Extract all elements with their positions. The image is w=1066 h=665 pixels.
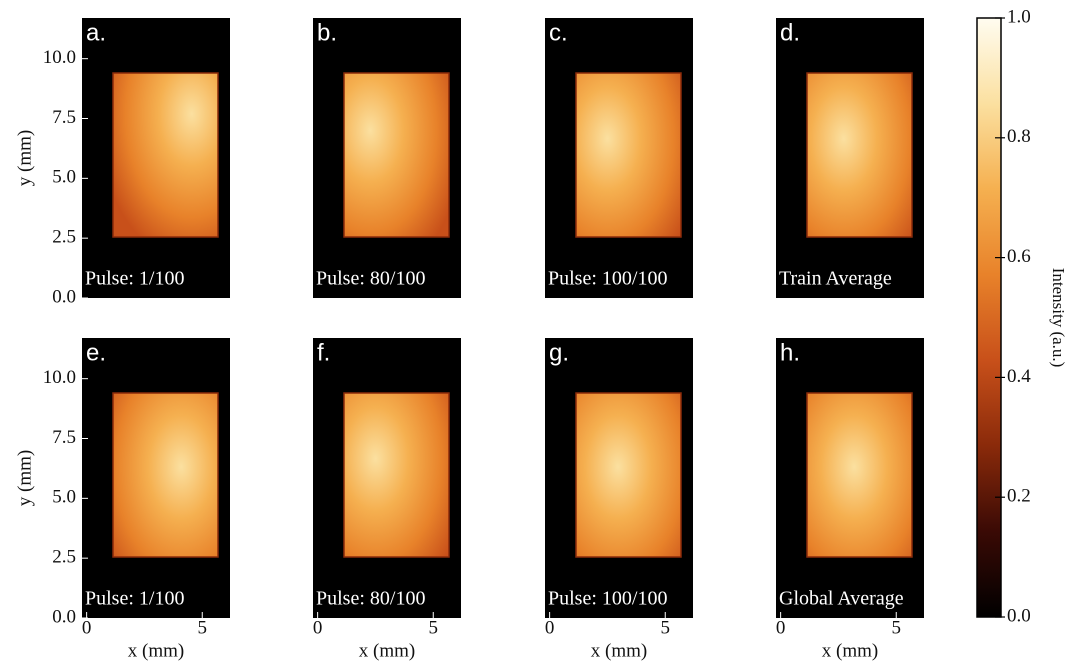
panel-caption: Pulse: 1/100 [85,588,184,610]
x-tick-label: 5 [892,617,902,638]
colorbar-tick-label: 0.8 [1007,126,1031,147]
panel-caption: Pulse: 100/100 [548,588,667,610]
panel-caption: Pulse: 80/100 [316,588,425,610]
y-tick-label: 7.5 [52,107,76,128]
y-tick-label: 7.5 [52,427,76,448]
colorbar [977,18,1001,617]
x-axis-label: x (mm) [128,640,184,661]
x-tick-label: 0 [82,617,92,638]
x-tick-label: 0 [776,617,786,638]
y-tick-label: 5.0 [52,487,76,508]
x-axis-label: x (mm) [822,640,878,661]
panel-caption: Pulse: 80/100 [316,268,425,290]
y-tick-label: 5.0 [52,167,76,188]
panel-label: b. [317,19,337,46]
colorbar-tick-label: 0.4 [1007,366,1031,387]
sample-image [344,393,449,557]
panel-label: f. [317,339,330,366]
sample-image [576,393,681,557]
colorbar-tick-label: 0.6 [1007,246,1031,267]
y-axis-label: y (mm) [14,130,35,186]
sample-image [113,393,218,557]
panel-caption: Global Average [779,588,904,610]
y-tick-label: 10.0 [43,367,76,388]
y-tick-label: 2.5 [52,547,76,568]
sample-image [807,73,912,237]
y-tick-label: 0.0 [52,606,76,627]
panel-label: c. [549,19,568,46]
panel-label: g. [549,339,569,366]
panel-caption: Train Average [779,268,892,290]
panel-label: a. [86,19,106,46]
x-tick-label: 5 [661,617,671,638]
figure: a. Pulse: 1/100 0.0 2.5 5.0 7.5 10.0 y (mm) b. Pu… [0,0,1066,665]
sample-image [113,73,218,237]
panel-label: d. [780,19,800,46]
x-tick-label: 0 [313,617,323,638]
colorbar-label: Intensity (a.u.) [1049,268,1066,368]
sample-image [807,393,912,557]
x-tick-label: 0 [545,617,555,638]
colorbar-tick-label: 0.0 [1007,605,1031,626]
y-axis-label: y (mm) [14,450,35,506]
panel-caption: Pulse: 1/100 [85,268,184,290]
x-tick-label: 5 [198,617,208,638]
colorbar-tick-label: 1.0 [1007,6,1031,27]
y-tick-label: 2.5 [52,227,76,248]
y-tick-label: 0.0 [52,286,76,307]
panel-label: h. [780,339,800,366]
sample-image [344,73,449,237]
sample-image [576,73,681,237]
x-axis-label: x (mm) [591,640,647,661]
x-tick-label: 5 [429,617,439,638]
y-tick-label: 10.0 [43,47,76,68]
panel-label: e. [86,339,106,366]
panel-caption: Pulse: 100/100 [548,268,667,290]
colorbar-tick-label: 0.2 [1007,486,1031,507]
x-axis-label: x (mm) [359,640,415,661]
